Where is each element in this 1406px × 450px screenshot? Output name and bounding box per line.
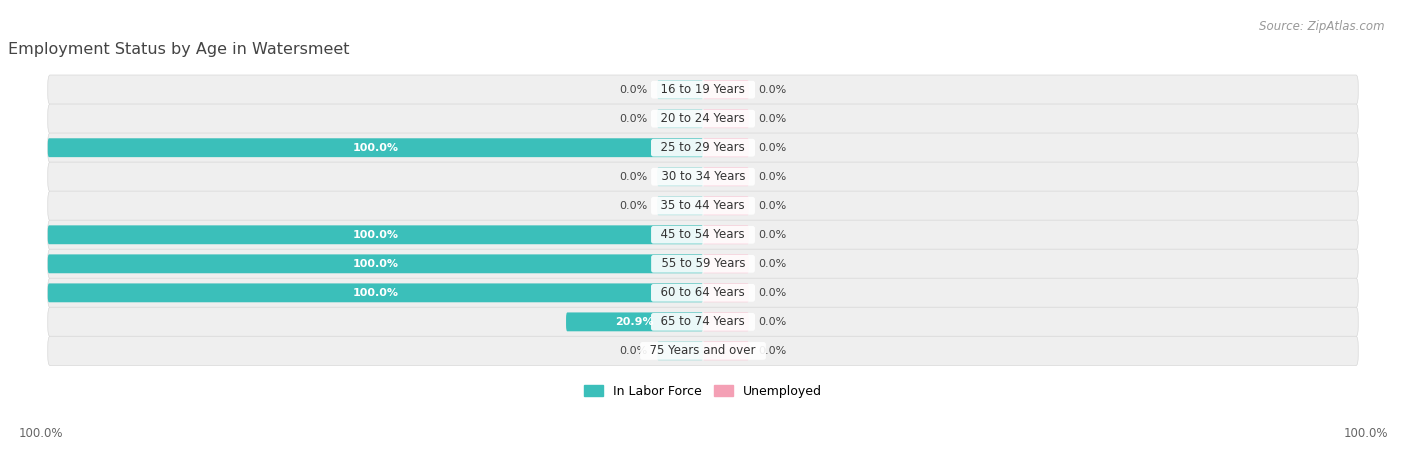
Text: 65 to 74 Years: 65 to 74 Years — [654, 315, 752, 328]
FancyBboxPatch shape — [48, 225, 703, 244]
Text: 0.0%: 0.0% — [759, 201, 787, 211]
Text: 0.0%: 0.0% — [759, 230, 787, 240]
Text: 0.0%: 0.0% — [759, 288, 787, 298]
Text: 100.0%: 100.0% — [353, 288, 398, 298]
Text: 100.0%: 100.0% — [353, 230, 398, 240]
FancyBboxPatch shape — [48, 220, 1358, 249]
FancyBboxPatch shape — [48, 278, 1358, 307]
Text: 100.0%: 100.0% — [18, 427, 63, 440]
FancyBboxPatch shape — [703, 80, 749, 99]
Text: 0.0%: 0.0% — [619, 114, 647, 124]
Text: 0.0%: 0.0% — [759, 114, 787, 124]
Text: 0.0%: 0.0% — [759, 317, 787, 327]
FancyBboxPatch shape — [703, 109, 749, 128]
FancyBboxPatch shape — [48, 284, 703, 302]
FancyBboxPatch shape — [48, 75, 1358, 104]
Text: 100.0%: 100.0% — [1343, 427, 1388, 440]
Text: 0.0%: 0.0% — [759, 172, 787, 182]
FancyBboxPatch shape — [48, 138, 703, 157]
FancyBboxPatch shape — [703, 254, 749, 273]
FancyBboxPatch shape — [567, 312, 703, 331]
Text: 0.0%: 0.0% — [759, 85, 787, 94]
FancyBboxPatch shape — [703, 225, 749, 244]
FancyBboxPatch shape — [48, 104, 1358, 133]
FancyBboxPatch shape — [48, 254, 703, 273]
Text: 75 Years and over: 75 Years and over — [643, 344, 763, 357]
Text: 0.0%: 0.0% — [759, 259, 787, 269]
FancyBboxPatch shape — [703, 312, 749, 331]
FancyBboxPatch shape — [657, 167, 703, 186]
Text: 0.0%: 0.0% — [759, 143, 787, 153]
FancyBboxPatch shape — [48, 249, 1358, 279]
Text: 0.0%: 0.0% — [619, 346, 647, 356]
FancyBboxPatch shape — [657, 196, 703, 215]
Legend: In Labor Force, Unemployed: In Labor Force, Unemployed — [579, 380, 827, 403]
FancyBboxPatch shape — [48, 336, 1358, 365]
FancyBboxPatch shape — [703, 342, 749, 360]
Text: 16 to 19 Years: 16 to 19 Years — [654, 83, 752, 96]
Text: 0.0%: 0.0% — [619, 201, 647, 211]
FancyBboxPatch shape — [703, 196, 749, 215]
Text: 0.0%: 0.0% — [759, 346, 787, 356]
Text: 30 to 34 Years: 30 to 34 Years — [654, 170, 752, 183]
Text: 55 to 59 Years: 55 to 59 Years — [654, 257, 752, 270]
FancyBboxPatch shape — [48, 133, 1358, 162]
FancyBboxPatch shape — [657, 80, 703, 99]
Text: 100.0%: 100.0% — [353, 259, 398, 269]
FancyBboxPatch shape — [703, 138, 749, 157]
Text: Source: ZipAtlas.com: Source: ZipAtlas.com — [1260, 20, 1385, 33]
FancyBboxPatch shape — [703, 284, 749, 302]
Text: 20.9%: 20.9% — [616, 317, 654, 327]
FancyBboxPatch shape — [657, 342, 703, 360]
Text: 0.0%: 0.0% — [619, 172, 647, 182]
Text: 25 to 29 Years: 25 to 29 Years — [654, 141, 752, 154]
Text: 60 to 64 Years: 60 to 64 Years — [654, 286, 752, 299]
Text: Employment Status by Age in Watersmeet: Employment Status by Age in Watersmeet — [8, 42, 350, 57]
Text: 45 to 54 Years: 45 to 54 Years — [654, 228, 752, 241]
Text: 20 to 24 Years: 20 to 24 Years — [654, 112, 752, 125]
Text: 100.0%: 100.0% — [353, 143, 398, 153]
FancyBboxPatch shape — [703, 167, 749, 186]
FancyBboxPatch shape — [48, 191, 1358, 220]
FancyBboxPatch shape — [48, 307, 1358, 337]
FancyBboxPatch shape — [657, 109, 703, 128]
Text: 0.0%: 0.0% — [619, 85, 647, 94]
FancyBboxPatch shape — [48, 162, 1358, 191]
Text: 35 to 44 Years: 35 to 44 Years — [654, 199, 752, 212]
